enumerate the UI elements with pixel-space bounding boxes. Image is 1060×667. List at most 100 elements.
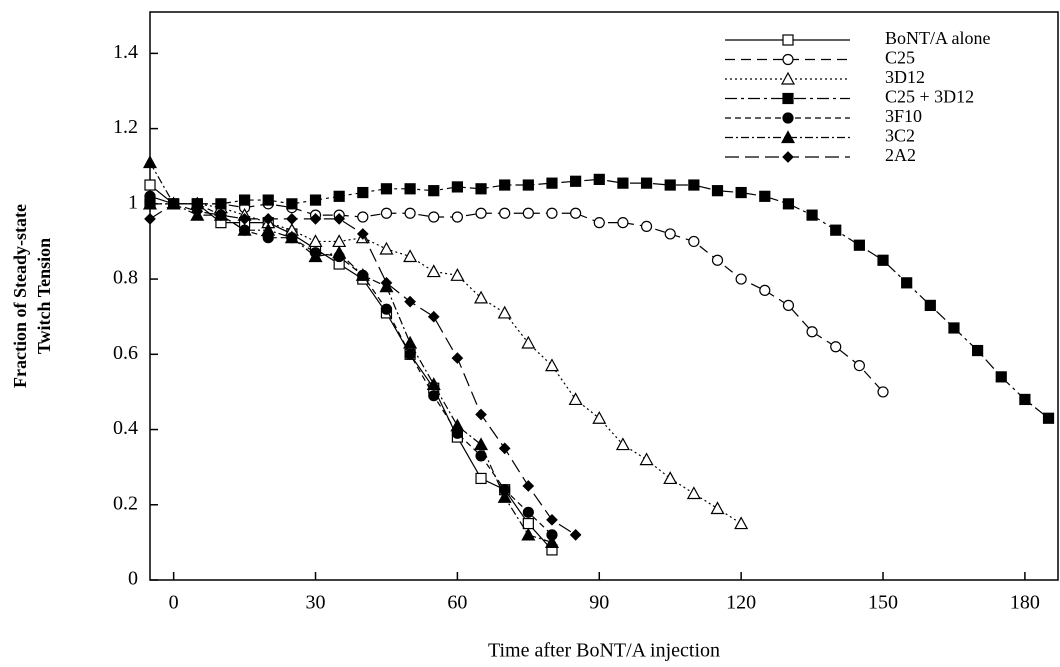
marker [474,290,489,304]
marker [830,341,842,353]
marker [521,527,536,541]
marker [522,517,534,530]
marker [261,222,276,236]
series-line [149,184,553,551]
marker [355,268,370,281]
marker [428,390,440,402]
marker [570,207,582,219]
marker [498,442,511,455]
marker [568,392,583,406]
marker [522,480,535,492]
marker [615,437,630,451]
legend-label: 3F10 [885,106,922,126]
marker [711,185,724,197]
legend-label: 2A2 [885,145,916,165]
marker [1042,412,1055,424]
marker [237,222,252,236]
marker [426,264,441,278]
marker [451,352,464,364]
marker [451,211,463,223]
marker [167,197,180,210]
marker [475,408,487,421]
marker [144,179,156,191]
marker [333,213,346,225]
marker [546,177,558,189]
marker [522,506,534,518]
marker [380,207,393,219]
y-tick-label: 0.2 [113,492,138,514]
marker [710,501,725,515]
marker [806,326,818,338]
marker [497,489,512,503]
marker [144,190,156,202]
series-line [149,195,884,393]
marker [759,284,771,296]
marker [521,335,536,349]
marker [546,513,558,526]
y-tick-label: 0.8 [113,267,138,289]
marker [284,230,299,244]
y-tick-label: 1.4 [113,41,138,63]
marker [142,155,158,169]
marker [569,529,582,541]
marker [215,198,227,210]
marker [450,418,465,432]
marker [544,535,559,548]
marker [782,198,795,210]
plot-frame [149,11,1059,581]
marker [711,254,724,266]
marker [592,410,607,424]
y-axis-label-line: Fraction of Steady-state [10,204,30,388]
marker [404,348,416,360]
y-axis-label-line: Twitch Tension [34,238,54,354]
marker [688,235,700,248]
marker [782,299,795,312]
marker [309,194,322,206]
marker [995,371,1007,383]
marker [544,358,559,372]
legend-label: 3D12 [885,67,925,87]
marker [853,359,865,372]
marker [617,217,629,229]
legend-label: 3C2 [885,126,915,146]
marker [735,273,747,285]
legend-marker [782,92,794,105]
marker [286,213,298,225]
marker [570,175,582,187]
marker [546,207,558,219]
marker [475,183,487,195]
x-tick-label: 0 [169,592,179,614]
marker [333,190,345,202]
marker [853,239,865,251]
marker [357,211,369,223]
series-line [149,162,553,543]
marker [262,194,274,206]
marker [735,186,747,199]
marker [640,220,653,233]
marker [688,179,700,191]
marker [403,249,418,263]
marker [404,207,416,219]
marker [593,217,605,229]
marker [759,190,771,202]
marker [806,209,818,221]
x-tick-label: 60 [447,592,467,614]
marker [404,295,416,308]
marker [380,303,393,315]
marker [639,452,654,466]
marker [522,179,534,191]
marker [262,213,275,225]
marker [427,310,440,323]
marker [144,213,156,225]
marker [191,205,204,218]
marker [426,377,441,390]
y-tick-label: 1.2 [113,116,138,138]
series-line [149,203,576,536]
x-tick-label: 180 [1010,592,1040,614]
marker [924,299,936,312]
marker [474,437,489,451]
marker [309,213,322,225]
marker [357,186,369,199]
